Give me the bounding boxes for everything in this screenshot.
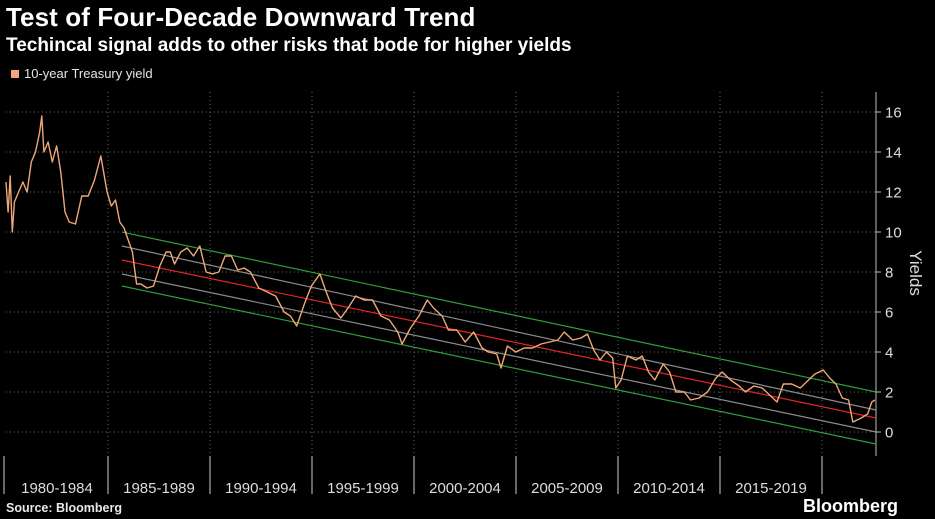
- x-tick-label: 2010-2014: [633, 480, 705, 497]
- x-tick-label: 2015-2019: [735, 480, 807, 497]
- bloomberg-logo: Bloomberg: [803, 496, 899, 516]
- trend-line: [121, 273, 877, 433]
- trend-line: [121, 285, 877, 445]
- y-tick-label: 4: [885, 345, 893, 362]
- y-tick-label: 14: [885, 145, 902, 162]
- chart-subtitle: Techincal signal adds to other risks tha…: [6, 35, 572, 56]
- legend: 10-year Treasury yield: [11, 66, 153, 81]
- x-tick-label: 2000-2004: [429, 480, 501, 497]
- y-tick-label: 8: [885, 265, 893, 282]
- x-tick-label: 1985-1989: [123, 480, 195, 497]
- y-tick-label: 0: [885, 425, 893, 442]
- legend-swatch: [11, 69, 19, 78]
- trend-line: [121, 245, 877, 411]
- legend-label: 10-year Treasury yield: [24, 66, 153, 81]
- y-tick-label: 16: [885, 105, 902, 122]
- x-tick-label: 1995-1999: [327, 480, 399, 497]
- trend-line: [121, 259, 877, 419]
- source-note: Source: Bloomberg: [6, 501, 122, 515]
- y-tick-label: 10: [885, 225, 902, 242]
- y-axis-label: Yields: [906, 250, 925, 296]
- y-tick-label: 2: [885, 385, 893, 402]
- y-tick-label: 6: [885, 305, 893, 322]
- trend-line: [121, 231, 877, 393]
- chart-title: Test of Four-Decade Downward Trend: [6, 2, 476, 32]
- series-line: [5, 115, 876, 423]
- x-tick-label: 1990-1994: [225, 480, 297, 497]
- x-tick-label: 2005-2009: [531, 480, 603, 497]
- y-tick-label: 12: [885, 185, 902, 202]
- x-tick-label: 1980-1984: [21, 480, 93, 497]
